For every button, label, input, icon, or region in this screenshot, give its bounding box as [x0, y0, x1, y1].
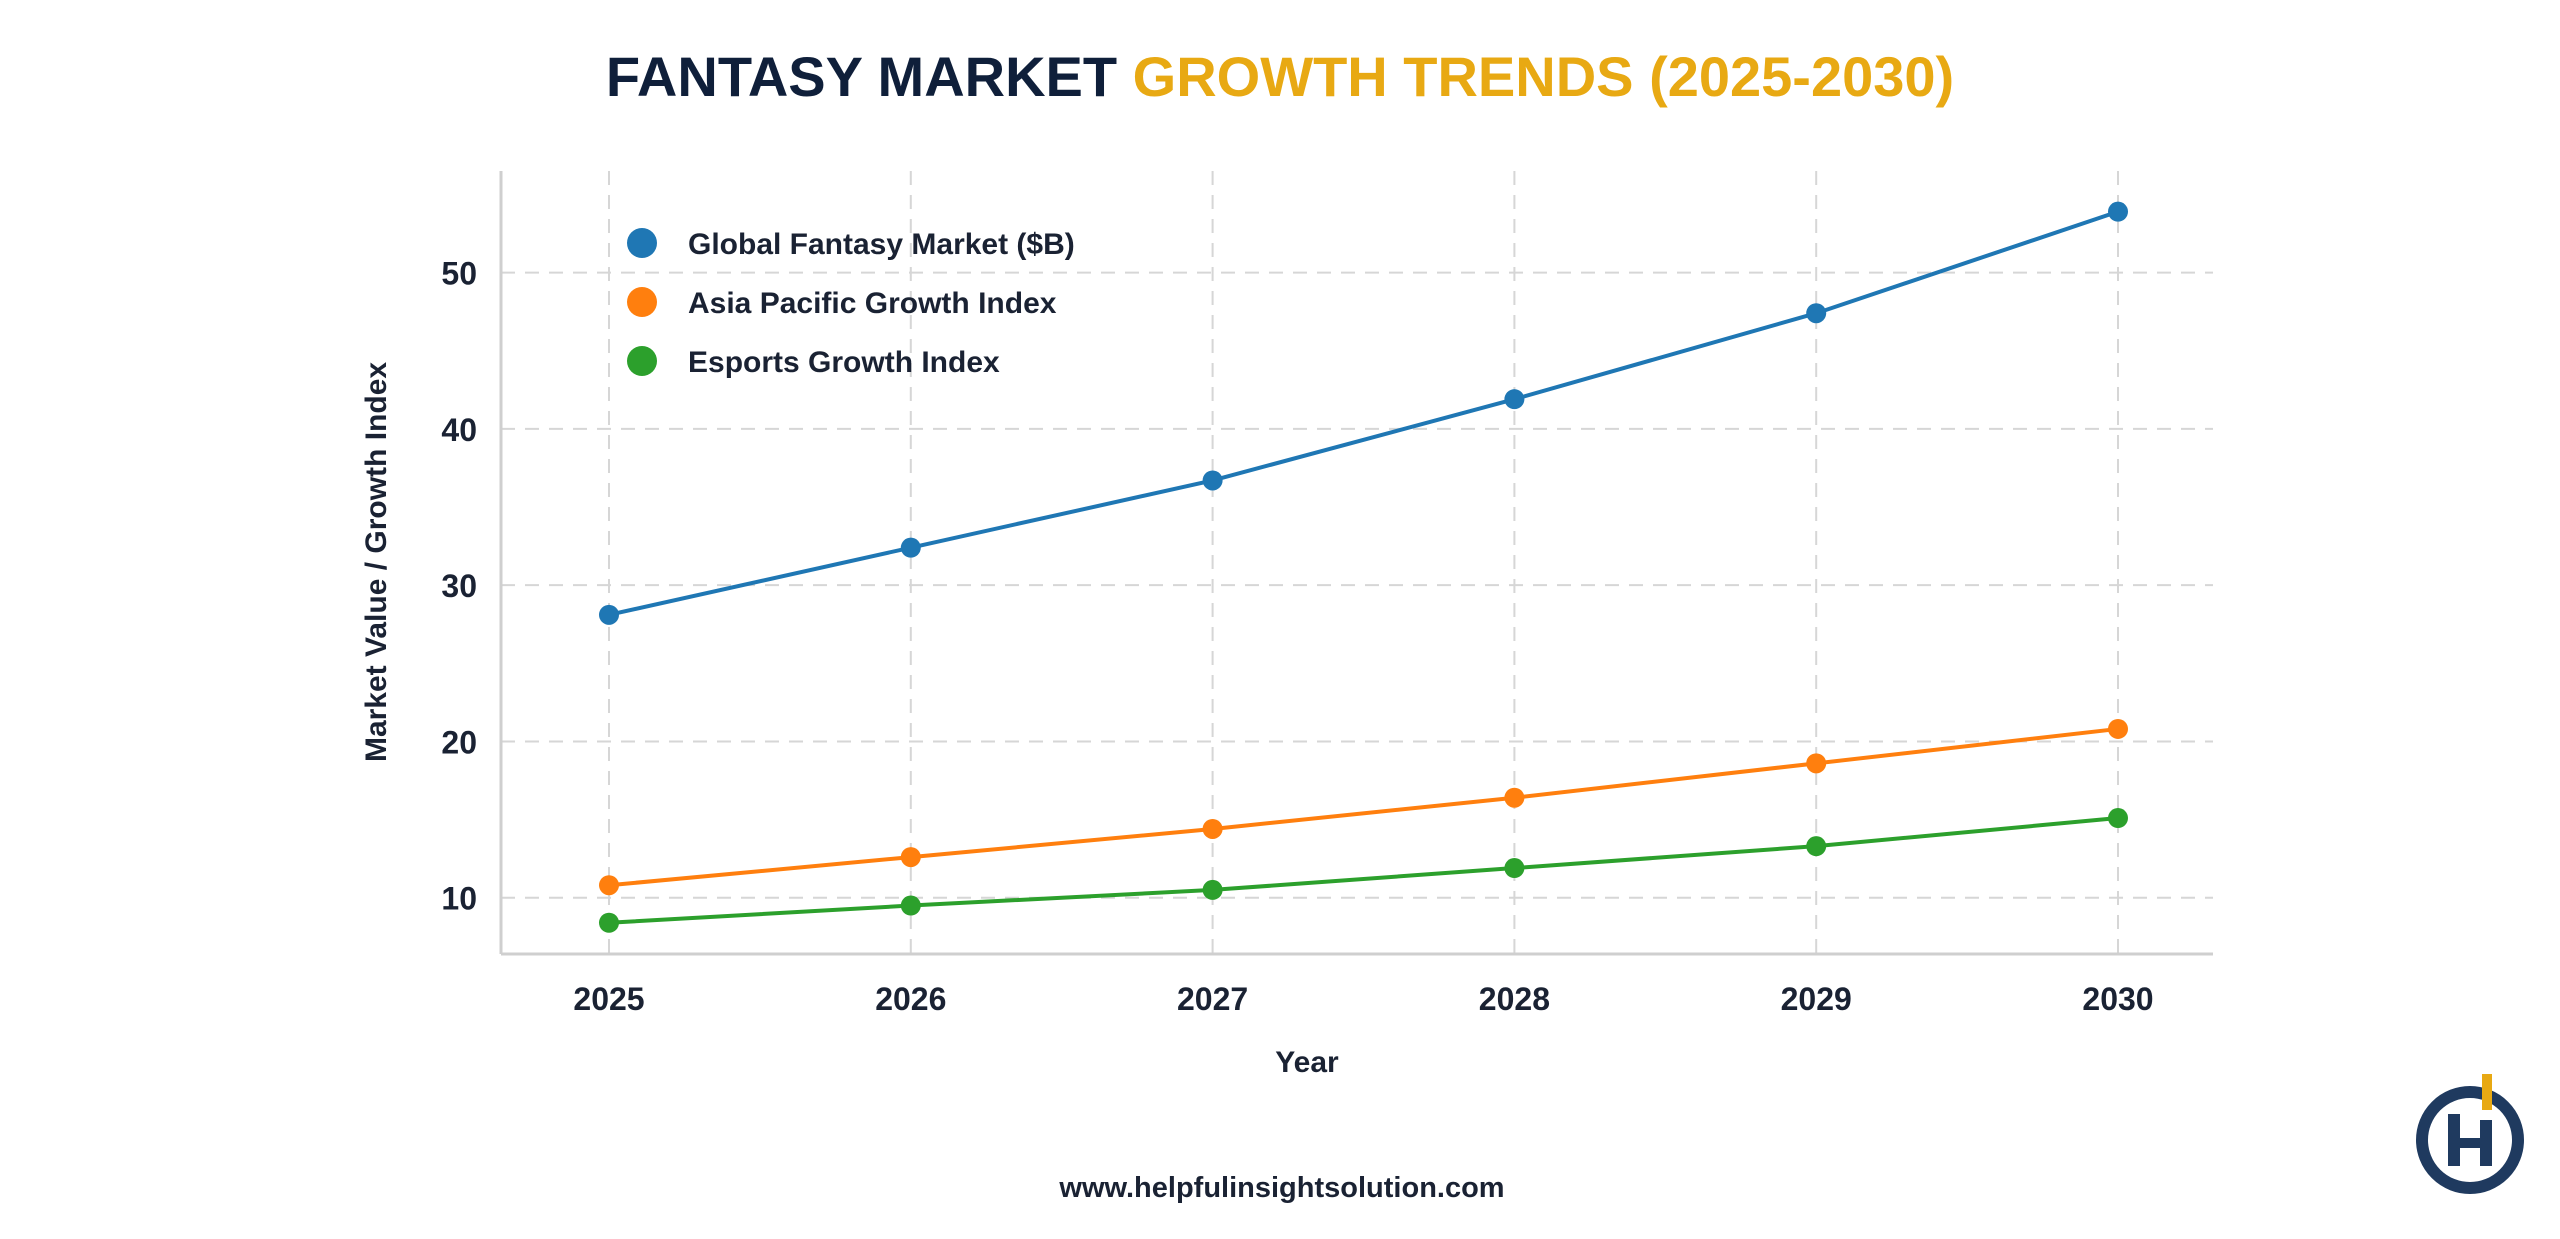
series-2: [599, 808, 2128, 933]
website-link[interactable]: www.helpfulinsightsolution.com: [1058, 1172, 1504, 1204]
y-tick-label: 10: [441, 881, 477, 917]
data-point: [900, 537, 921, 558]
y-tick-label: 30: [441, 568, 477, 604]
data-point: [1504, 389, 1525, 410]
legend-marker: [627, 287, 657, 317]
data-point: [2108, 201, 2128, 222]
data-point: [599, 912, 619, 933]
data-point: [900, 847, 921, 868]
data-point: [1202, 470, 1223, 491]
legend-marker: [627, 346, 657, 376]
series-group: [599, 201, 2128, 933]
series-line: [608, 816, 2119, 925]
helpful-insight-logo: [2416, 1074, 2524, 1194]
legend-label: Esports Growth Index: [688, 346, 1000, 379]
x-tick-label: 2029: [1781, 981, 1852, 1017]
chart-title: FANTASY MARKET GROWTH TRENDS (2025-2030): [606, 45, 1954, 108]
series-1: [599, 718, 2128, 896]
data-point: [1806, 753, 1827, 774]
data-point: [1806, 303, 1827, 324]
series-0: [599, 201, 2128, 625]
legend-label: Asia Pacific Growth Index: [688, 287, 1057, 320]
series-line: [608, 209, 2119, 617]
data-point: [1504, 858, 1525, 879]
x-axis-label: Year: [1275, 1046, 1339, 1079]
x-tick-label: 2028: [1479, 981, 1550, 1017]
title-part-1: FANTASY MARKET: [606, 45, 1117, 108]
series-line: [608, 726, 2119, 888]
data-point: [599, 875, 619, 896]
legend-marker: [627, 228, 657, 258]
data-point: [2108, 808, 2128, 829]
title-part-2: GROWTH TRENDS (2025-2030): [1133, 45, 1955, 108]
legend: Global Fantasy Market ($B) Asia Pacific G…: [627, 228, 1075, 379]
x-tick-label: 2025: [573, 981, 644, 1017]
data-point: [1202, 818, 1223, 839]
data-point: [900, 895, 921, 916]
data-point: [599, 604, 619, 625]
x-tick-label: 2027: [1177, 981, 1248, 1017]
y-axis-label: Market Value / Growth Index: [360, 362, 393, 762]
y-tick-label: 20: [441, 724, 477, 760]
data-point: [1806, 836, 1827, 857]
x-tick-label: 2026: [875, 981, 946, 1017]
y-tick-label: 50: [441, 256, 477, 292]
x-tick-label: 2030: [2082, 981, 2153, 1017]
data-point: [2108, 718, 2128, 739]
data-point: [1202, 879, 1223, 900]
y-tick-label: 40: [441, 412, 477, 448]
legend-label: Global Fantasy Market ($B): [688, 228, 1075, 261]
grid: [501, 171, 2213, 954]
data-point: [1504, 787, 1525, 808]
